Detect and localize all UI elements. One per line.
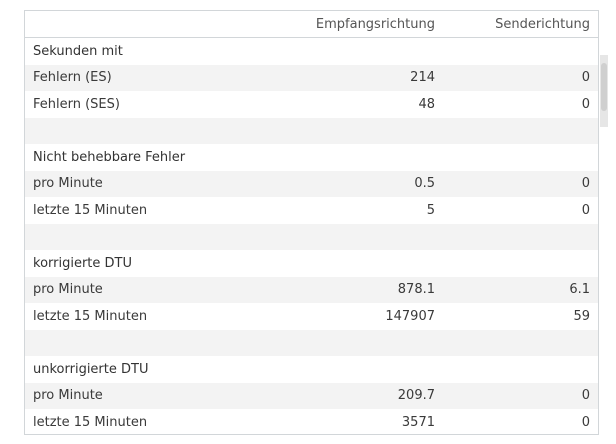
spacer-row [25, 117, 598, 144]
row-receive-value: 214 [410, 70, 435, 86]
row-label: Fehlern (ES) [33, 70, 112, 86]
spacer-row [25, 223, 598, 250]
table-row: Fehlern (ES) 214 0 [25, 64, 598, 91]
row-label: Nicht behebbare Fehler [33, 149, 186, 165]
row-label: korrigierte DTU [33, 255, 132, 271]
scrollbar-thumb[interactable] [601, 63, 607, 111]
row-receive-value: 147907 [385, 308, 435, 324]
row-send-value: 0 [581, 202, 590, 218]
table-row: Fehlern (SES) 48 0 [25, 91, 598, 118]
table-row: pro Minute 0.5 0 [25, 170, 598, 197]
table-row: letzte 15 Minuten 5 0 [25, 197, 598, 224]
header-send-direction: Senderichtung [495, 16, 590, 32]
row-label: unkorrigierte DTU [33, 361, 149, 377]
table-row: letzte 15 Minuten 147907 59 [25, 303, 598, 330]
row-receive-value: 878.1 [397, 282, 435, 298]
row-label: pro Minute [33, 176, 103, 192]
statistics-table: Empfangsrichtung Senderichtung Sekunden … [24, 10, 599, 435]
section-row: Sekunden mit [25, 38, 598, 65]
vertical-scrollbar[interactable] [600, 55, 608, 127]
row-send-value: 0 [581, 414, 590, 430]
row-label: Sekunden mit [33, 43, 123, 59]
spacer-row [25, 329, 598, 356]
row-label: Fehlern (SES) [33, 96, 120, 112]
row-send-value: 0 [581, 176, 590, 192]
row-receive-value: 48 [418, 96, 435, 112]
row-send-value: 0 [581, 70, 590, 86]
row-receive-value: 0.5 [414, 176, 435, 192]
row-send-value: 0 [581, 96, 590, 112]
row-label: letzte 15 Minuten [33, 414, 148, 430]
table-row: pro Minute 878.1 6.1 [25, 276, 598, 303]
table-row: letzte 15 Minuten 3571 0 [25, 409, 598, 436]
table-header: Empfangsrichtung Senderichtung [25, 11, 598, 38]
row-label: pro Minute [33, 388, 103, 404]
row-receive-value: 209.7 [397, 388, 435, 404]
row-receive-value: 3571 [401, 414, 435, 430]
header-receive-direction: Empfangsrichtung [315, 16, 435, 32]
row-send-value: 0 [581, 388, 590, 404]
row-label: letzte 15 Minuten [33, 202, 148, 218]
row-label: letzte 15 Minuten [33, 308, 148, 324]
row-send-value: 6.1 [569, 282, 590, 298]
table-row: pro Minute 209.7 0 [25, 382, 598, 409]
row-send-value: 59 [573, 308, 590, 324]
section-row: Nicht behebbare Fehler [25, 144, 598, 171]
row-label: pro Minute [33, 282, 103, 298]
section-row: korrigierte DTU [25, 250, 598, 277]
section-row: unkorrigierte DTU [25, 356, 598, 383]
row-receive-value: 5 [426, 202, 435, 218]
